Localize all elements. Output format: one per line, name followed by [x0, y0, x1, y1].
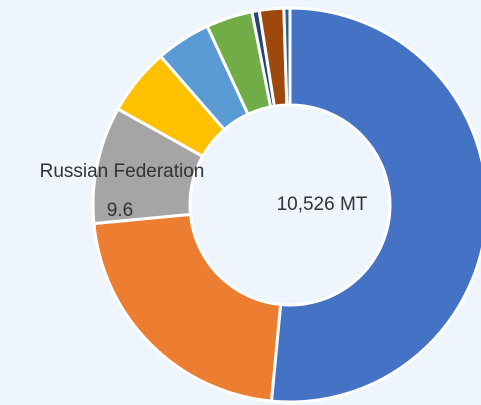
donut-segment: [269, 6, 481, 404]
center-label: 10,526 MT: [277, 194, 368, 215]
segment-value: 9.6: [107, 200, 133, 221]
donut-segment: [92, 212, 283, 403]
segment-label: Russian Federation: [40, 161, 205, 182]
donut-segment: [282, 6, 292, 107]
